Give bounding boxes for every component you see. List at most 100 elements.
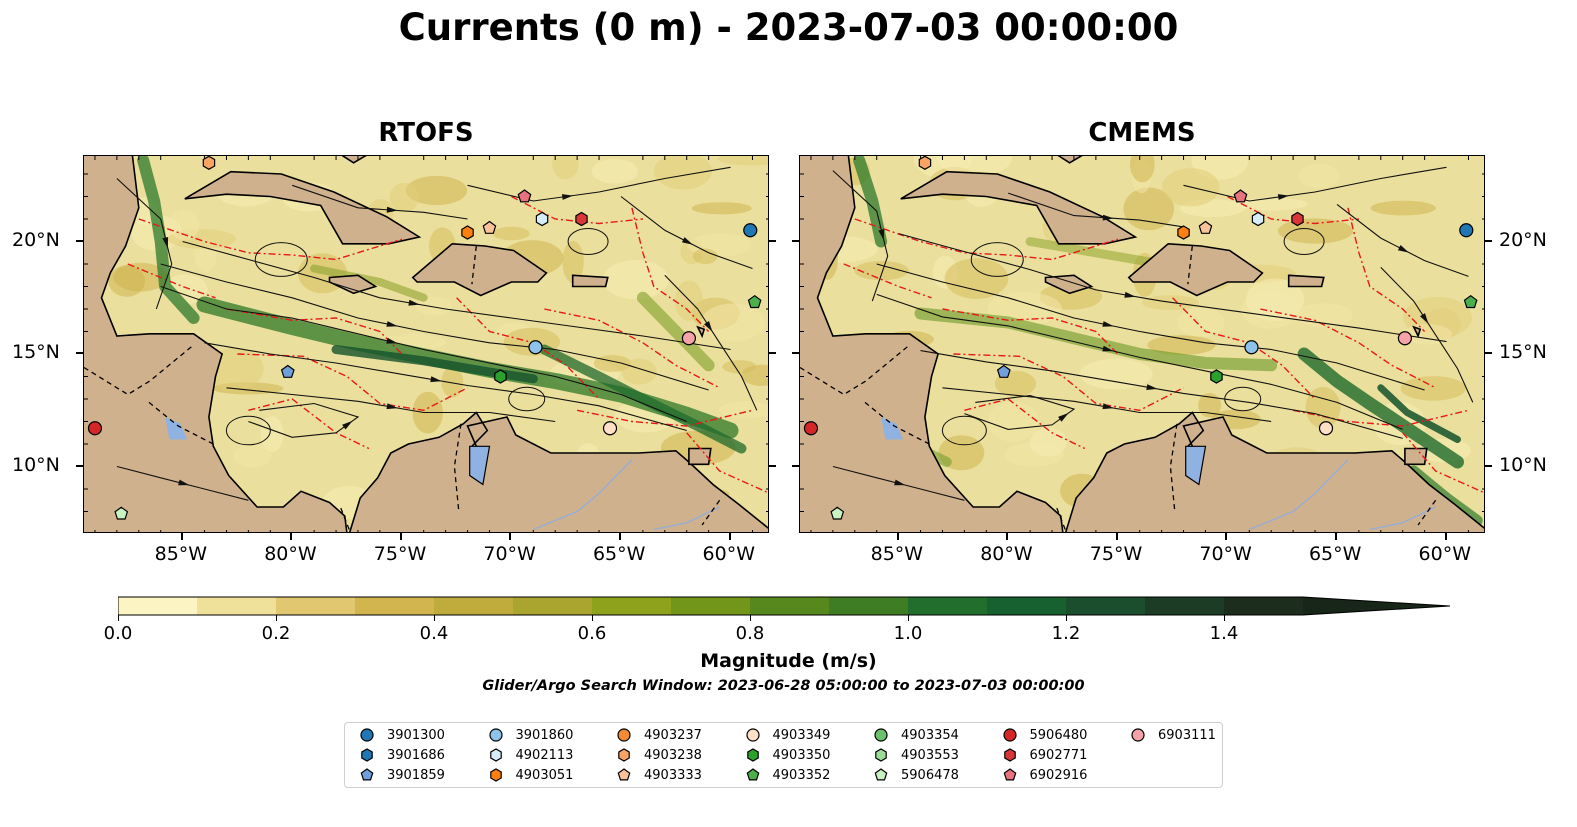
cmems-map [799, 155, 1485, 533]
legend-item-5906480: 5906480 [1002, 726, 1088, 744]
legend-item-3901686: 3901686 [359, 746, 445, 764]
lon-major-tick [1334, 533, 1337, 540]
float-3901300 [1459, 223, 1474, 238]
float-legend: 3901300 3901686 3901859 3901860 4902113 49030… [344, 722, 1223, 788]
lat-major-tick [769, 239, 776, 242]
lat-tick-label-right: 20°N [1499, 228, 1547, 251]
float-4903352 [1463, 294, 1478, 309]
float-4903333 [1198, 220, 1213, 234]
country-borders [84, 245, 721, 530]
rtofs-map [83, 155, 769, 533]
legend-item-3901860: 3901860 [488, 726, 573, 744]
colorbar-tick [433, 615, 435, 621]
colorbar-segment [513, 597, 593, 615]
panel-title-cmems: CMEMS [1088, 118, 1196, 148]
legend-item-6902916: 6902916 [1002, 766, 1087, 784]
colorbar-segment [750, 597, 830, 615]
legend-item-4903553: 4903553 [873, 746, 959, 764]
lon-tick-label: 60°W [1418, 543, 1472, 565]
lon-major-tick [290, 533, 293, 540]
legend-item-4902113: 4902113 [488, 746, 574, 764]
lon-tick-label: 85°W [870, 543, 924, 565]
legend-item-3901300: 3901300 [359, 726, 445, 744]
lon-tick-label: 80°W [980, 543, 1033, 565]
lon-tick-label: 75°W [1089, 543, 1143, 565]
float-4903349 [602, 421, 618, 436]
lon-major-tick [618, 533, 621, 540]
lon-major-tick [1006, 533, 1009, 540]
float-5906480 [87, 421, 103, 436]
colorbar-segment [829, 597, 909, 615]
float-5906478 [830, 506, 845, 520]
hexagon-marker-icon [618, 748, 630, 762]
strong-current-swaths [137, 156, 747, 454]
float-3901859 [996, 364, 1011, 378]
colorbar-segment [592, 597, 672, 615]
float-3901860 [1244, 340, 1259, 355]
float-4903350 [1210, 369, 1223, 384]
colorbar-tick [1065, 615, 1067, 621]
legend-label: 4903051 [515, 767, 574, 783]
colorbar-segment [118, 597, 198, 615]
lon-tick-label: 65°W [1308, 543, 1362, 565]
colorbar-tick-label: 0.0 [103, 623, 133, 644]
lon-major-tick [1225, 533, 1228, 540]
pentagon-marker-icon [360, 768, 374, 781]
lat-major-tick [769, 464, 776, 467]
legend-label: 4903350 [772, 747, 831, 763]
colorbar-segment [671, 597, 751, 615]
lat-major-tick [792, 352, 799, 354]
colorbar-segment [355, 597, 435, 615]
lon-tick-label: 75°W [373, 543, 427, 565]
float-4903051 [461, 225, 474, 240]
legend-label: 4903553 [901, 747, 959, 763]
float-6902916 [1233, 189, 1248, 203]
lon-major-tick [399, 533, 402, 540]
colorbar-tick-label: 1.2 [1051, 623, 1081, 644]
float-6903111 [681, 331, 697, 346]
float-4903350 [494, 369, 507, 384]
float-4902113 [535, 211, 549, 227]
legend-label: 3901300 [387, 727, 445, 743]
float-markers [803, 156, 1478, 520]
float-3901860 [528, 340, 543, 355]
colorbar-tick-label: 1.0 [893, 623, 923, 644]
legend-item-4903237: 4903237 [616, 726, 702, 744]
colorbar-segment [434, 597, 514, 615]
legend-label: 4903238 [644, 747, 702, 763]
legend-item-3901859: 3901859 [359, 766, 445, 784]
lat-major-tick [1485, 464, 1492, 467]
lon-major-tick [896, 533, 899, 540]
legend-item-4903349: 4903349 [745, 726, 830, 744]
float-6903111 [1397, 331, 1413, 346]
hexagon-marker-icon [361, 748, 373, 762]
streamlines [116, 166, 758, 501]
lon-major-tick [1444, 533, 1447, 540]
lat-major-tick [1485, 352, 1492, 354]
colorbar-segment [197, 597, 277, 615]
pentagon-marker-icon [617, 768, 631, 781]
float-4903349 [1318, 421, 1334, 436]
land-masses [84, 156, 768, 532]
lon-tick-label: 70°W [1199, 543, 1252, 565]
float-6902771 [1291, 211, 1304, 227]
float-4903238 [918, 156, 932, 170]
float-6902916 [517, 189, 532, 203]
colorbar-extend-arrow [1303, 597, 1450, 615]
lat-tick-label-left: 10°N [12, 453, 60, 476]
legend-label: 4903352 [772, 767, 831, 783]
circle-marker-icon [1002, 728, 1017, 742]
hexagon-marker-icon [489, 748, 502, 762]
legend-label: 5906480 [1029, 727, 1088, 743]
float-4903352 [747, 294, 762, 309]
frame-ticks [84, 156, 768, 532]
colorbar [117, 596, 1453, 622]
colorbar-segment [276, 597, 356, 615]
legend-item-4903352: 4903352 [745, 766, 831, 784]
circle-marker-icon [745, 728, 760, 742]
legend-label: 4902113 [515, 747, 574, 763]
colorbar-tick-label: 0.4 [419, 623, 449, 644]
float-4903238 [202, 156, 216, 170]
float-6902771 [575, 211, 588, 227]
colorbar-tick [275, 615, 277, 621]
